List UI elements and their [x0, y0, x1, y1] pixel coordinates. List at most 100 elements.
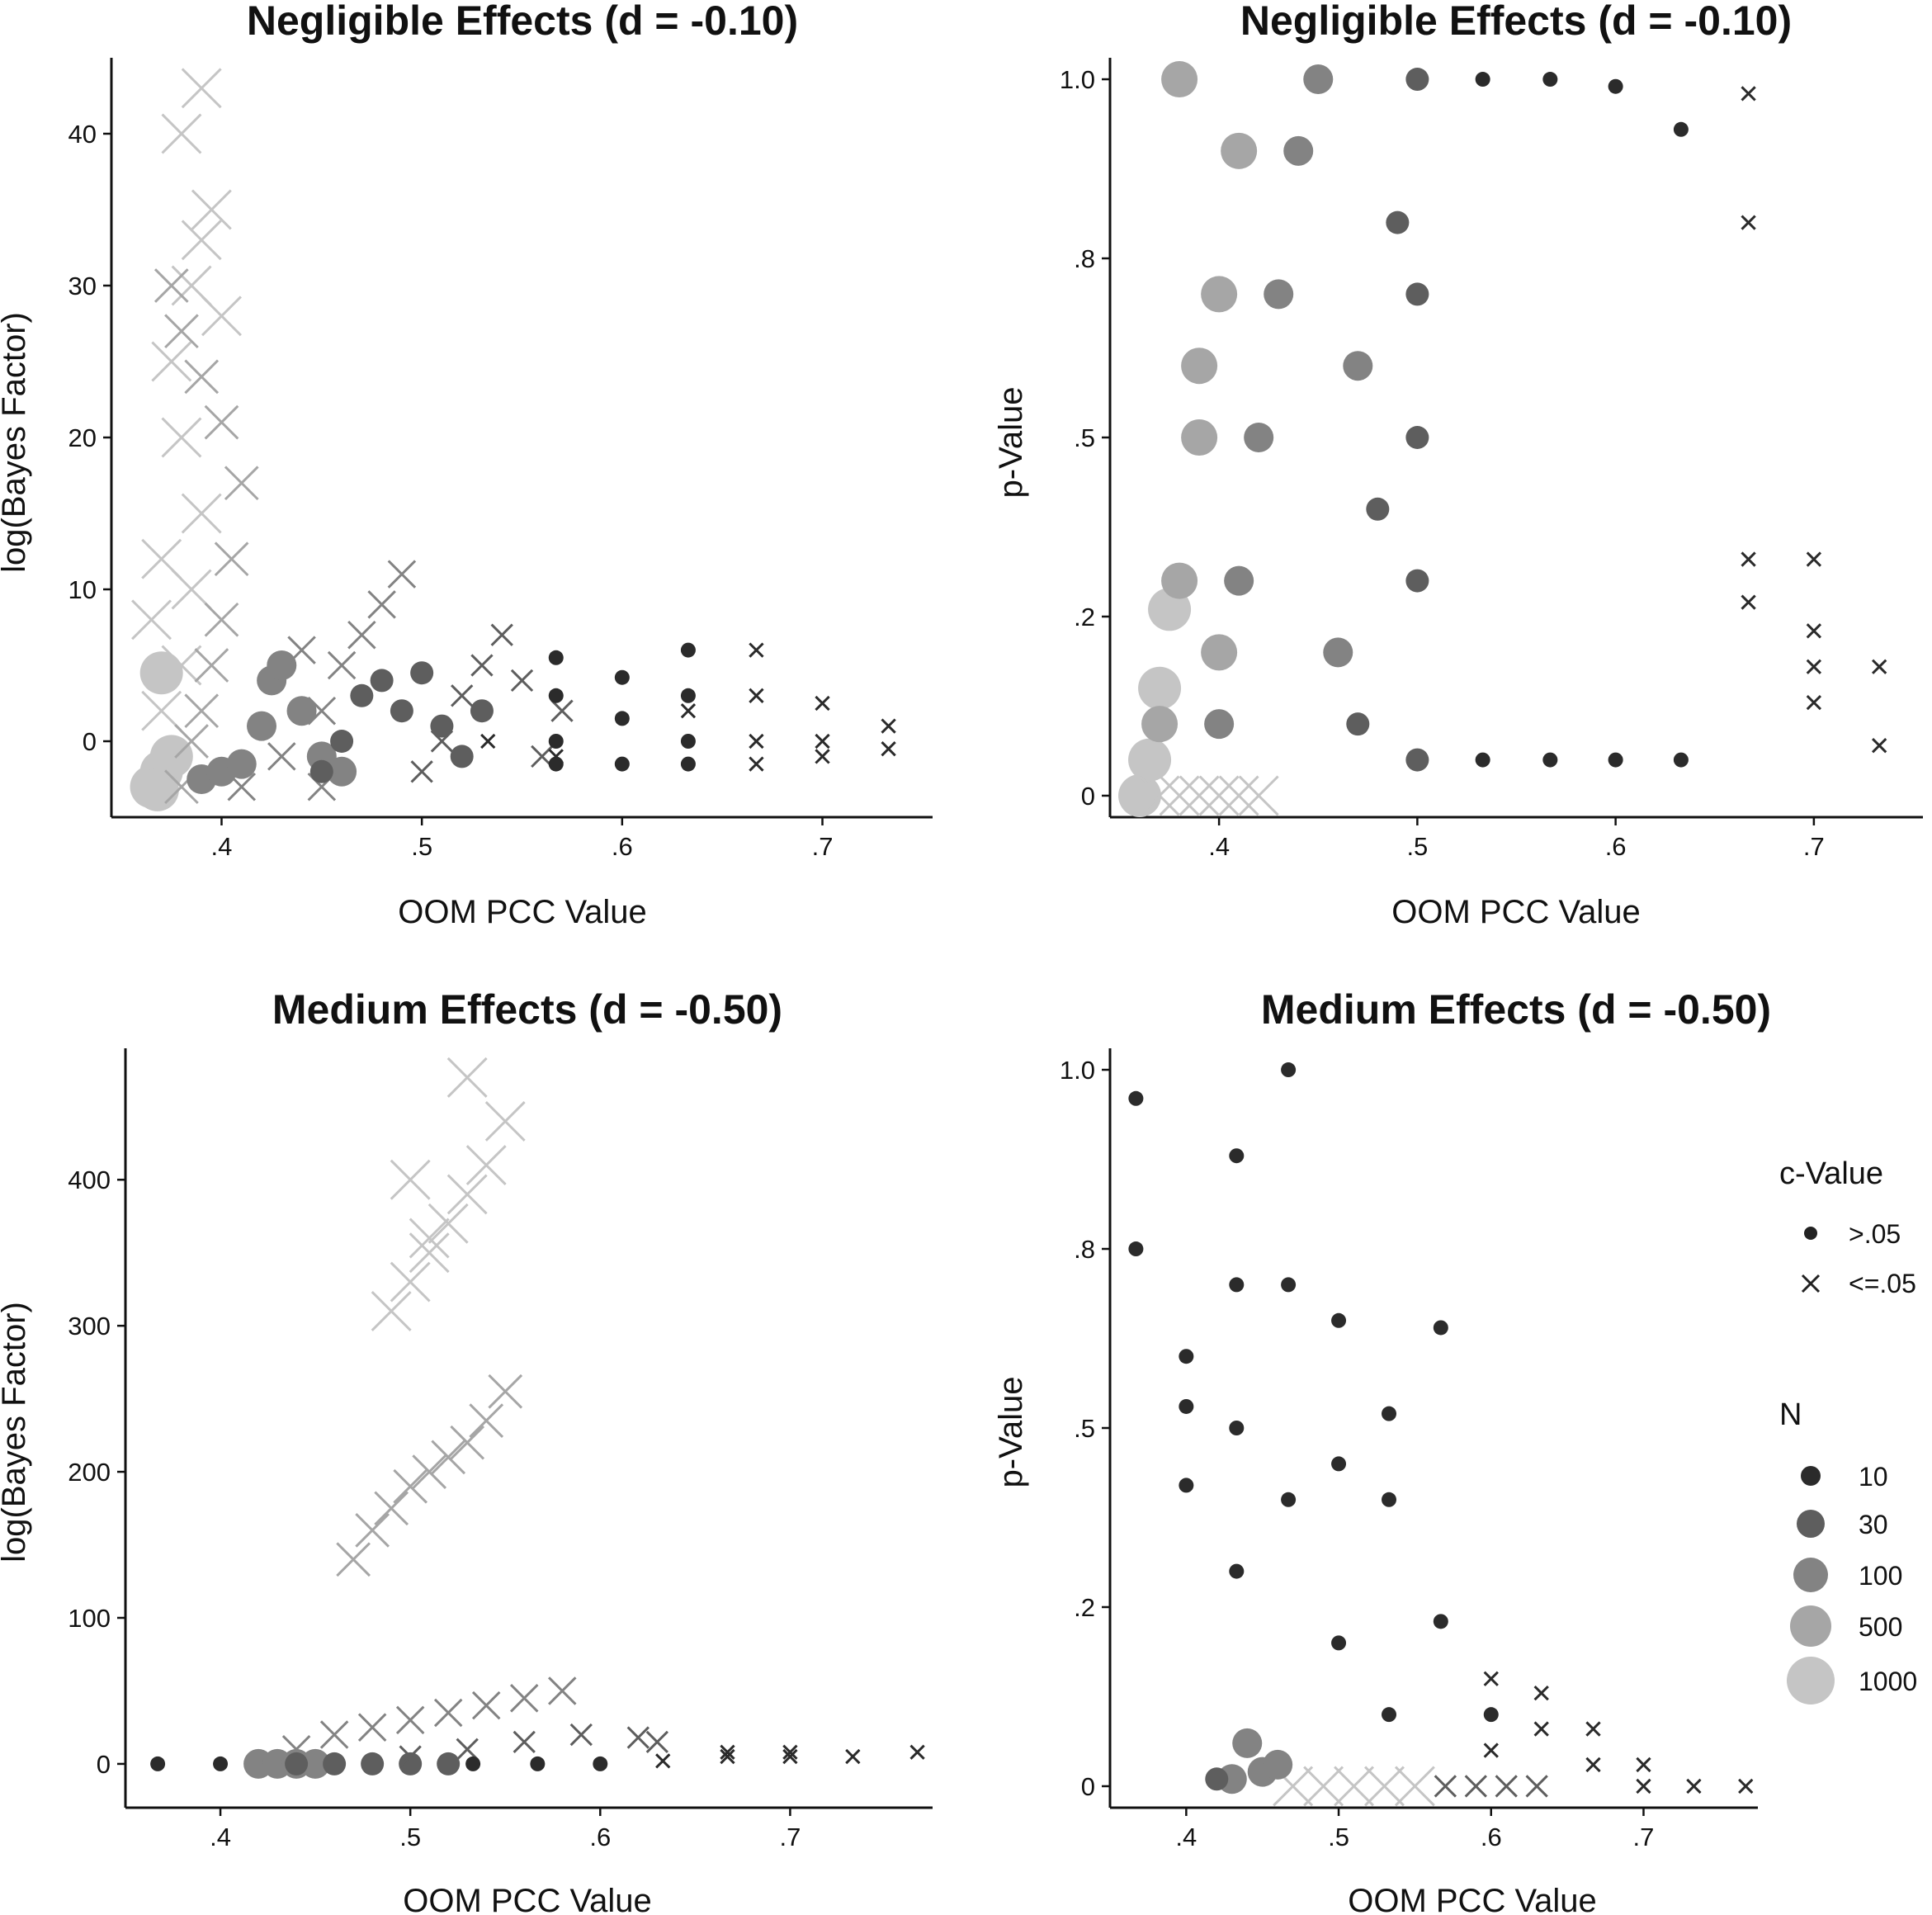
data-point [1405, 282, 1429, 306]
data-point [1283, 135, 1314, 166]
panel-top-left: Negligible Effects (d = -0.10) OOM PCC V… [0, 0, 933, 930]
data-point [465, 1756, 481, 1771]
data-point [204, 404, 239, 440]
data-point [267, 742, 296, 771]
data-point [1229, 1421, 1245, 1435]
data-point [484, 1100, 526, 1142]
data-point [1179, 1398, 1194, 1414]
data-point [1686, 1778, 1702, 1794]
y-tick-label: 40 [68, 120, 97, 149]
data-point [1179, 775, 1220, 816]
data-point [412, 1454, 447, 1489]
data-point [1608, 752, 1623, 768]
data-point [390, 1159, 431, 1200]
data-point [194, 648, 229, 683]
legend-label-c-0: >.05 [1849, 1219, 1901, 1249]
data-point [1264, 279, 1294, 310]
data-point [1331, 1635, 1347, 1651]
data-point [1382, 1492, 1397, 1507]
data-point [1201, 634, 1238, 671]
data-point [149, 735, 193, 778]
data-point [470, 654, 494, 677]
data-point [410, 661, 434, 685]
data-point [881, 741, 896, 757]
panel-top-right: Negligible Effects (d = -0.10) OOM PCC V… [993, 0, 1923, 930]
legend-key-n-30 [1797, 1510, 1825, 1538]
data-point [548, 734, 564, 749]
data-point [1281, 1492, 1297, 1507]
data-point [357, 1713, 387, 1742]
panel-bottom-right: Medium Effects (d = -0.50) OOM PCC Value… [993, 986, 1771, 1915]
data-point [1433, 1614, 1448, 1629]
y-axis-label: p-Value [993, 387, 1029, 499]
y-tick-label: 0 [1081, 1772, 1095, 1801]
data-point [614, 711, 630, 726]
data-point [749, 642, 764, 658]
data-point [1161, 562, 1198, 599]
data-point [1159, 775, 1200, 816]
data-point [1303, 1766, 1344, 1807]
panel-title: Medium Effects (d = -0.50) [1261, 986, 1771, 1033]
data-point [1483, 1671, 1499, 1686]
data-point [300, 1748, 331, 1779]
data-point [548, 650, 564, 665]
data-point [307, 696, 337, 726]
x-tick-label: .5 [399, 1823, 421, 1851]
data-point [141, 690, 182, 731]
data-point [150, 1756, 166, 1771]
data-point [437, 1752, 461, 1776]
data-point [191, 189, 232, 230]
data-point [446, 1174, 488, 1215]
data-point [361, 1752, 385, 1776]
data-point [1224, 565, 1254, 596]
data-point [213, 1756, 229, 1771]
x-tick-label: .6 [589, 1823, 611, 1851]
y-tick-label: 0 [97, 1750, 111, 1779]
y-tick-label: .2 [1074, 1593, 1095, 1622]
y-axis-label: log(Bayes Factor) [0, 312, 32, 573]
data-point [1364, 1766, 1405, 1807]
data-point [204, 602, 239, 637]
x-axis-label: OOM PCC Value [1348, 1883, 1597, 1915]
data-point [374, 1491, 409, 1526]
data-point [141, 538, 182, 579]
data-point [749, 733, 764, 749]
data-point [1161, 61, 1198, 98]
data-point [451, 684, 474, 707]
x-tick-label: .4 [211, 832, 233, 861]
data-point [1483, 1707, 1499, 1723]
data-point [845, 1748, 861, 1765]
panel-title: Medium Effects (d = -0.50) [272, 986, 782, 1033]
data-point [1198, 775, 1240, 816]
x-tick-label: .4 [1175, 1823, 1197, 1851]
data-point [390, 1261, 431, 1303]
data-point [680, 642, 696, 658]
data-point [680, 703, 697, 719]
data-point [1221, 132, 1258, 169]
data-point [1405, 68, 1429, 92]
data-point [1608, 78, 1623, 94]
data-point [370, 669, 394, 693]
data-point [1229, 1277, 1245, 1293]
data-point [815, 733, 830, 749]
data-point [161, 645, 202, 686]
data-point [226, 749, 257, 779]
data-point [548, 749, 564, 764]
x-tick-label: .4 [1208, 832, 1230, 861]
data-point [1382, 1406, 1397, 1421]
y-tick-label: 300 [68, 1312, 111, 1340]
data-point [1181, 348, 1218, 385]
y-axis-label: p-Value [993, 1377, 1029, 1488]
data-point [1433, 1320, 1448, 1336]
data-point [367, 590, 396, 619]
data-point [184, 693, 220, 729]
data-point [181, 68, 222, 109]
data-point [267, 650, 297, 680]
data-point [1232, 1728, 1263, 1758]
data-point [224, 466, 259, 501]
data-point [1405, 426, 1429, 449]
data-point [1636, 1757, 1651, 1773]
x-axis-label: OOM PCC Value [398, 894, 647, 930]
data-point [1806, 694, 1822, 711]
